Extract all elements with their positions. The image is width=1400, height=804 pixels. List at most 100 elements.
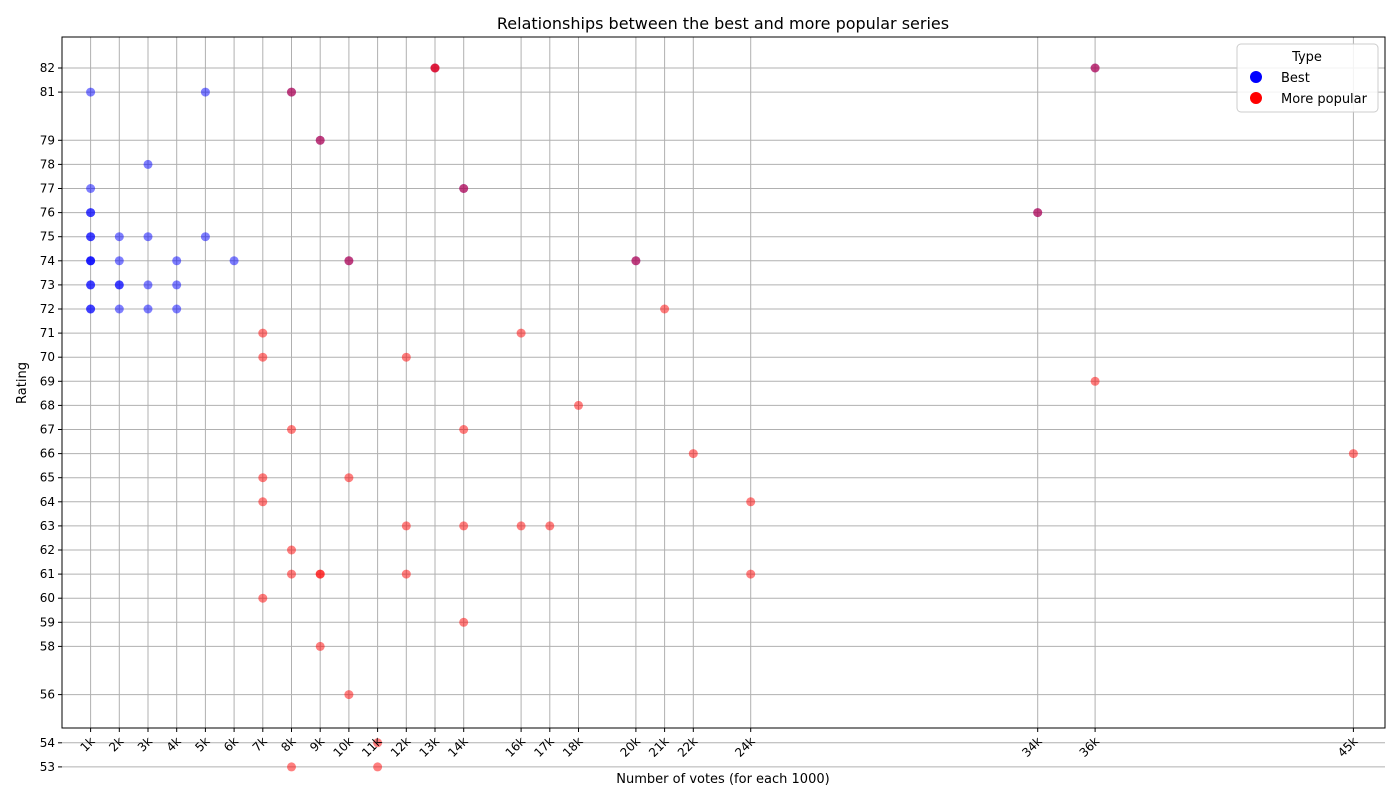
point-more-popular [401,352,411,362]
legend-title: Type [1291,50,1322,65]
point-more-popular [401,521,411,531]
point-best [172,280,182,290]
point-more-popular [631,256,641,266]
point-more-popular [315,641,325,651]
point-more-popular [315,569,325,579]
y-tick-label: 77 [40,182,55,196]
y-tick-label: 53 [40,760,55,774]
y-tick-label: 63 [40,519,55,533]
point-more-popular [373,738,383,748]
legend-marker [1250,92,1262,104]
y-tick-label: 66 [40,447,55,461]
y-tick-label: 58 [40,639,55,653]
legend-marker [1250,71,1262,83]
point-best [172,304,182,314]
point-more-popular [373,762,383,772]
y-tick-label: 65 [40,471,55,485]
point-more-popular [459,184,469,193]
point-more-popular [688,449,698,459]
point-more-popular [1090,376,1100,386]
y-tick-label: 54 [40,736,55,750]
point-best [143,304,153,314]
point-more-popular [459,617,469,627]
point-best [200,232,210,242]
point-more-popular [430,63,440,73]
y-tick-label: 61 [40,567,55,581]
y-tick-label: 70 [40,350,55,364]
point-best [143,280,153,290]
grid-layer [62,37,1385,768]
point-best [86,184,96,193]
y-tick-label: 62 [40,543,55,557]
point-best [143,159,153,169]
point-more-popular [459,521,469,531]
point-best [86,208,96,218]
point-more-popular [287,545,296,555]
point-more-popular [258,473,268,483]
point-best [114,280,124,290]
point-best [86,87,96,97]
point-more-popular [287,425,296,434]
point-more-popular [746,497,756,507]
x-axis-label: Number of votes (for each 1000) [616,772,829,787]
y-tick-label: 79 [40,133,55,147]
point-best [86,280,96,290]
points-layer [86,63,1358,772]
point-more-popular [746,569,756,579]
y-tick-label: 64 [40,495,55,509]
point-more-popular [545,521,555,531]
legend-label: More popular [1281,92,1368,107]
point-more-popular [660,304,670,314]
y-tick-label: 59 [40,615,55,629]
point-more-popular [1348,449,1358,459]
point-best [86,304,96,314]
y-tick-label: 82 [40,61,55,75]
y-tick-label: 75 [40,230,55,244]
point-best [143,232,153,242]
y-tick-label: 56 [40,688,55,702]
point-best [114,256,124,266]
y-tick-label: 76 [40,206,55,220]
y-tick-label: 81 [40,85,55,99]
point-more-popular [287,569,296,579]
y-tick-label: 69 [40,374,55,388]
point-more-popular [344,690,354,700]
point-more-popular [1033,208,1043,218]
y-tick-label: 71 [40,326,55,340]
y-tick-label: 68 [40,398,55,412]
point-more-popular [258,328,268,338]
y-axis-label: Rating [15,362,30,404]
point-more-popular [516,328,526,338]
point-more-popular [459,425,469,434]
point-best [229,256,239,266]
y-tick-label: 60 [40,591,55,605]
legend-label: Best [1281,71,1310,86]
point-best [172,256,182,266]
y-tick-label: 78 [40,157,55,171]
legend-entries: Best More popular [1250,71,1368,107]
point-more-popular [1090,63,1100,73]
point-best [200,87,210,97]
chart-title: Relationships between the best and more … [497,14,949,33]
y-tick-label: 74 [40,254,55,268]
point-more-popular [315,135,325,145]
y-axis: 53 54 56 58 59 60 61 62 63 64 65 66 67 68 69 70 71 72 73 74… [40,61,62,774]
point-best [114,232,124,242]
point-more-popular [287,87,296,97]
y-tick-label: 67 [40,423,55,437]
point-more-popular [516,521,526,531]
legend: Type Best More popular [1236,43,1379,113]
y-tick-label: 72 [40,302,55,316]
point-more-popular [344,473,354,483]
point-best [86,256,96,266]
point-more-popular [258,593,268,603]
y-tick-label: 73 [40,278,55,292]
point-more-popular [344,256,354,266]
plot-frame [61,36,1386,729]
point-more-popular [287,762,296,772]
point-more-popular [258,352,268,362]
point-best [114,304,124,314]
